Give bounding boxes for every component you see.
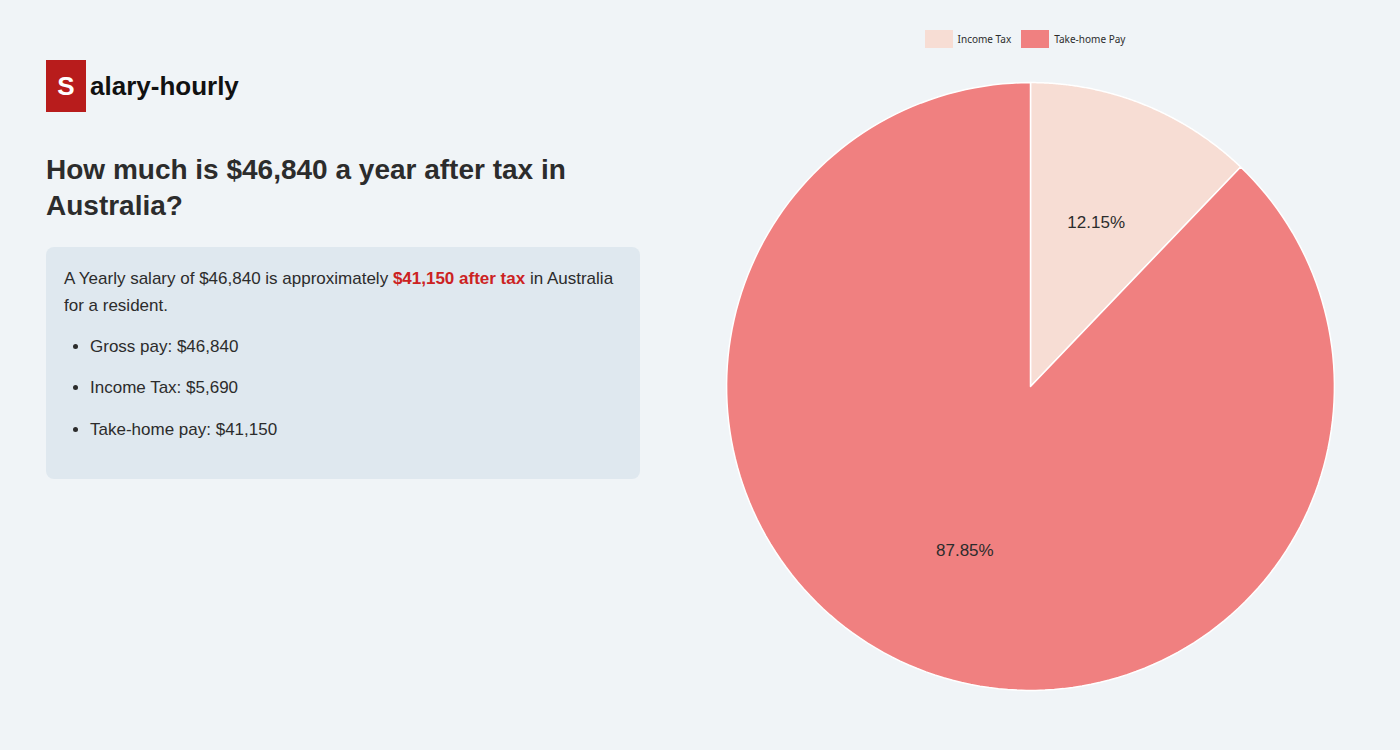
- html-text:Income Tax: $5,690: Income Tax: $5,690: [90, 378, 239, 398]
- svg-text:87.85%: 87.85%: [936, 541, 994, 560]
- svg-text:12.15%: 12.15%: [1067, 213, 1125, 232]
- html-text:alary-hourly: alary-hourly: [90, 70, 239, 101]
- html-text:S: S: [57, 70, 75, 101]
- html-text:How much is $46,840 a year aft: How much is $46,840 a year after tax in …: [46, 154, 566, 222]
- html-text:Take-home pay: $41,150: Take-home pay: $41,150: [90, 419, 278, 439]
- html-text:Take-home Pay: Take-home Pay: [1054, 31, 1126, 46]
- html-text:Gross pay: $46,840: Gross pay: $46,840: [90, 337, 239, 357]
- html-text:Income Tax: Income Tax: [957, 31, 1012, 46]
- html-text:A Yearly salary of $46,840 is: A Yearly salary of $46,840 is approximat…: [64, 268, 614, 315]
